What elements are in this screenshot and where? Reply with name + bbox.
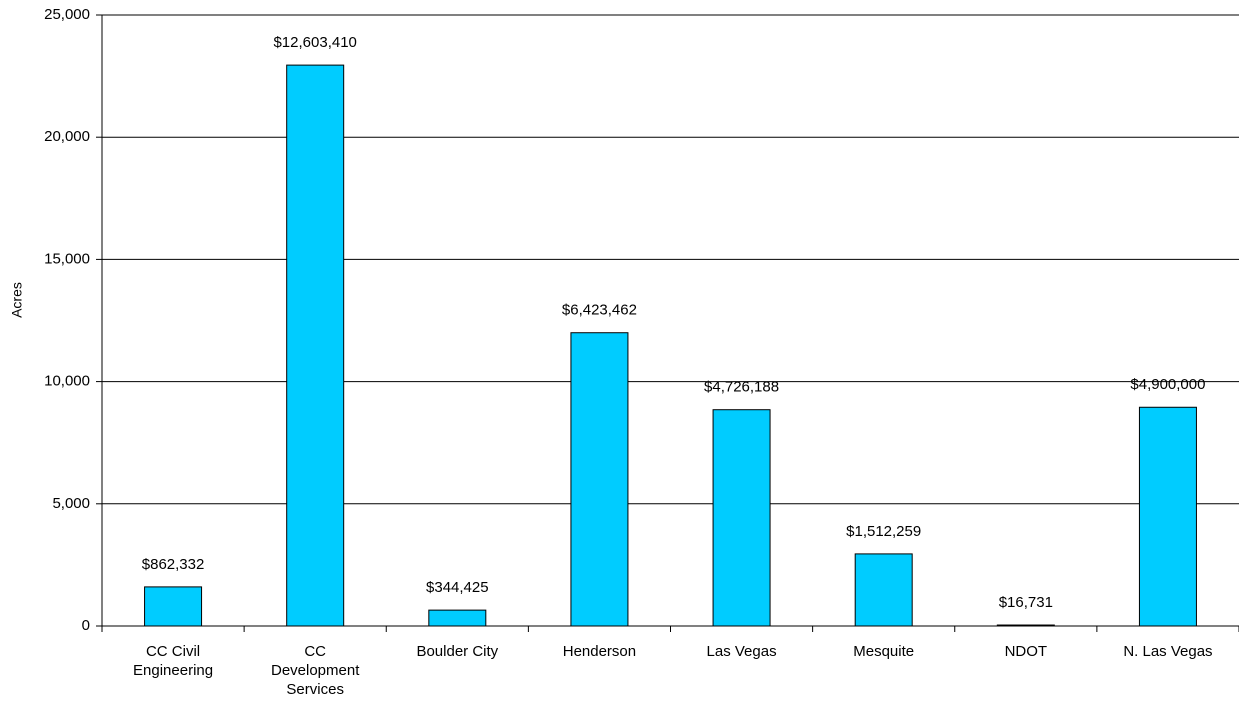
bar [144, 586, 203, 627]
y-tick-label: 10,000 [44, 373, 90, 390]
y-tick-label: 5,000 [52, 495, 90, 512]
data-label: $4,726,188 [704, 379, 779, 396]
data-label: $344,425 [426, 579, 489, 596]
y-axis-label: Acres [9, 282, 25, 318]
y-tick-label: 20,000 [44, 128, 90, 145]
x-tick-label: Las Vegas [706, 643, 777, 660]
x-tick-label: N. Las Vegas [1123, 643, 1213, 660]
data-label: $16,731 [999, 594, 1053, 611]
x-tick-label: Henderson [562, 643, 637, 660]
y-tick-label: 25,000 [44, 6, 90, 23]
bar [286, 64, 345, 627]
bar [570, 332, 629, 627]
x-tick-label: Boulder City [416, 643, 499, 660]
bar [1138, 406, 1197, 627]
data-label: $12,603,410 [273, 34, 356, 51]
y-tick-label: 0 [82, 617, 90, 634]
bar [712, 409, 771, 627]
data-label: $1,512,259 [846, 523, 921, 540]
x-tick-label: CC Civil Engineering [133, 643, 214, 679]
bar [996, 624, 1055, 627]
x-tick-label: NDOT [1004, 643, 1048, 660]
data-label: $862,332 [142, 556, 205, 573]
y-tick-label: 15,000 [44, 250, 90, 267]
x-tick-label: CC Development Services [270, 643, 360, 698]
data-label: $4,900,000 [1130, 376, 1205, 393]
data-label: $6,423,462 [562, 302, 637, 319]
x-tick-label: Mesquite [853, 643, 915, 660]
bar [428, 609, 487, 627]
bar [854, 553, 913, 627]
